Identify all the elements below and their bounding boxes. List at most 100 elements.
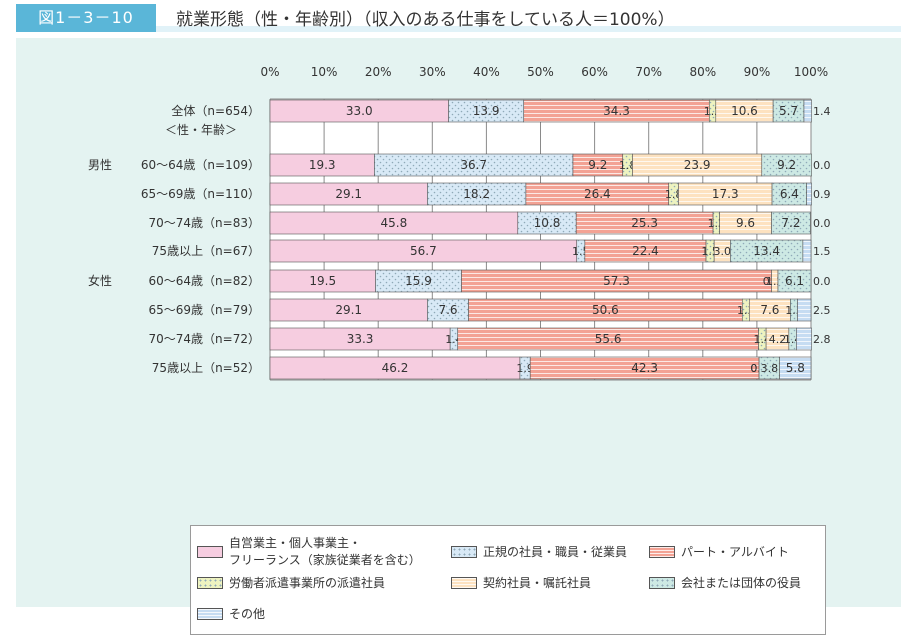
- data-label-other: 0.9: [813, 188, 831, 201]
- legend-label: 正規の社員・職員・従業員: [483, 545, 628, 559]
- legend-swatch: [649, 546, 675, 558]
- stacked-bar-chart: 0% 10% 20% 30% 40% 50% 60% 70% 80% 90% 100% ＜性・年齢＞ 男…: [88, 65, 831, 381]
- data-label-other: 2.5: [813, 304, 831, 317]
- data-label-regular-employee: 13.9: [473, 104, 500, 118]
- data-label-contract-employee: 23.9: [684, 158, 711, 172]
- figure-label: 図1－3－10: [38, 8, 134, 27]
- data-label-part-time: 34.3: [603, 104, 630, 118]
- data-label-other: 0.0: [813, 217, 831, 230]
- bar-segment-other: [802, 239, 812, 263]
- legend-label: パート・アルバイト: [681, 545, 789, 559]
- legend: 自営業主・個人事業主・ フリーランス（家族従業者を含む） 正規の社員・職員・従業…: [190, 525, 826, 635]
- legend-swatch: [197, 577, 223, 589]
- bar-segment-other: [797, 298, 812, 322]
- category-label: 65～69歳（n=79）: [149, 303, 260, 317]
- section-subheading: ＜性・年齢＞: [165, 122, 237, 137]
- x-tick-label: 50%: [527, 65, 554, 79]
- x-tick-label: 10%: [311, 65, 338, 79]
- data-label-self-employed: 19.5: [309, 274, 336, 288]
- data-label-company-officer: 7.2: [781, 216, 800, 230]
- x-tick-label: 80%: [689, 65, 716, 79]
- x-tick-label: 40%: [473, 65, 500, 79]
- data-label-contract-employee: 10.6: [731, 104, 758, 118]
- data-label-company-officer: 6.1: [785, 274, 804, 288]
- data-label-company-officer: 3.8: [761, 362, 779, 375]
- data-label-contract-employee: 7.6: [760, 303, 779, 317]
- data-label-self-employed: 33.3: [347, 332, 374, 346]
- figure-label-box: 図1－3－10: [16, 4, 156, 32]
- legend-label: 契約社員・嘱託社員: [483, 576, 592, 590]
- data-label-other: 5.8: [786, 361, 805, 375]
- bar-segment-other: [779, 356, 812, 380]
- data-label-part-time: 22.4: [632, 244, 659, 258]
- data-label-other: 0.0: [813, 275, 831, 288]
- section-label-female: 女性: [88, 273, 112, 288]
- category-label: 60～64歳（n=109）: [141, 158, 260, 172]
- data-label-contract-employee: 3.0: [714, 245, 732, 258]
- bar-segment-other: [806, 182, 812, 206]
- legend-label: 自営業主・個人事業主・ フリーランス（家族従業者を含む）: [229, 536, 421, 567]
- bar-segment-company-officer: [761, 153, 812, 177]
- figure-header: 図1－3－10 就業形態（性・年齢別）（収入のある仕事をしている人＝100%）: [0, 0, 901, 36]
- x-tick-label: 70%: [635, 65, 662, 79]
- legend-swatch: [197, 546, 223, 558]
- legend-label: 会社または団体の役員: [681, 576, 802, 590]
- data-label-other: 1.4: [813, 105, 831, 118]
- data-label-other: 0.0: [813, 159, 831, 172]
- data-label-other: 1.5: [813, 245, 831, 258]
- bar-segment-other: [796, 327, 812, 351]
- data-label-part-time: 55.6: [595, 332, 622, 346]
- data-label-other: 2.8: [813, 333, 831, 346]
- x-tick-label: 100%: [794, 65, 828, 79]
- header-rule: [156, 26, 901, 32]
- data-label-self-employed: 45.8: [381, 216, 408, 230]
- section-label-male: 男性: [88, 158, 112, 172]
- data-label-company-officer: 6.4: [780, 187, 799, 201]
- x-tick-label: 60%: [581, 65, 608, 79]
- data-label-self-employed: 29.1: [335, 187, 362, 201]
- category-label: 70～74歳（n=72）: [149, 332, 260, 346]
- category-label: 全体（n=654）: [171, 103, 260, 118]
- data-label-part-time: 42.3: [631, 361, 658, 375]
- legend-swatch: [451, 546, 477, 558]
- data-label-dispatched-worker: 1.8: [619, 159, 637, 172]
- legend-swatch: [649, 577, 675, 589]
- data-label-contract-employee: 17.3: [712, 187, 739, 201]
- data-label-company-officer: 13.4: [753, 244, 780, 258]
- bar-segment-other: [803, 99, 812, 123]
- category-label: 70～74歳（n=83）: [149, 216, 260, 230]
- legend-swatch: [197, 608, 223, 620]
- data-label-self-employed: 29.1: [335, 303, 362, 317]
- data-label-part-time: 57.3: [603, 274, 630, 288]
- data-label-part-time: 9.2: [588, 158, 607, 172]
- bar-segment-company-officer: [777, 269, 812, 293]
- data-label-regular-employee: 10.8: [534, 216, 561, 230]
- data-label-self-employed: 56.7: [410, 244, 437, 258]
- data-label-part-time: 25.3: [631, 216, 658, 230]
- figure-title: 就業形態（性・年齢別）（収入のある仕事をしている人＝100%）: [176, 10, 675, 30]
- data-label-dispatched-worker: 1.8: [665, 188, 683, 201]
- category-label: 75歳以上（n=52）: [152, 361, 260, 375]
- data-label-regular-employee: 18.2: [463, 187, 490, 201]
- data-label-company-officer: 9.2: [777, 158, 796, 172]
- data-label-part-time: 50.6: [592, 303, 619, 317]
- category-label: 60～64歳（n=82）: [149, 274, 260, 288]
- x-tick-label: 20%: [365, 65, 392, 79]
- data-label-contract-employee: 4.2: [769, 333, 787, 346]
- data-label-regular-employee: 1.9: [516, 362, 534, 375]
- bar-segment-company-officer: [771, 211, 811, 235]
- data-label-self-employed: 19.3: [309, 158, 336, 172]
- legend-swatch: [451, 577, 477, 589]
- data-label-self-employed: 46.2: [382, 361, 409, 375]
- data-label-contract-employee: 9.6: [736, 216, 755, 230]
- data-label-part-time: 26.4: [584, 187, 611, 201]
- chart-panel: 0% 10% 20% 30% 40% 50% 60% 70% 80% 90% 100% ＜性・年齢＞ 男…: [16, 38, 901, 635]
- category-label: 65～69歳（n=110）: [141, 187, 260, 201]
- data-label-regular-employee: 36.7: [460, 158, 487, 172]
- x-tick-label: 90%: [744, 65, 771, 79]
- category-label: 75歳以上（n=67）: [152, 244, 260, 258]
- data-label-company-officer: 5.7: [779, 104, 798, 118]
- legend-label: その他: [229, 607, 266, 621]
- legend-label: 労働者派遣事業所の派遣社員: [229, 576, 386, 590]
- data-label-regular-employee: 7.6: [438, 303, 457, 317]
